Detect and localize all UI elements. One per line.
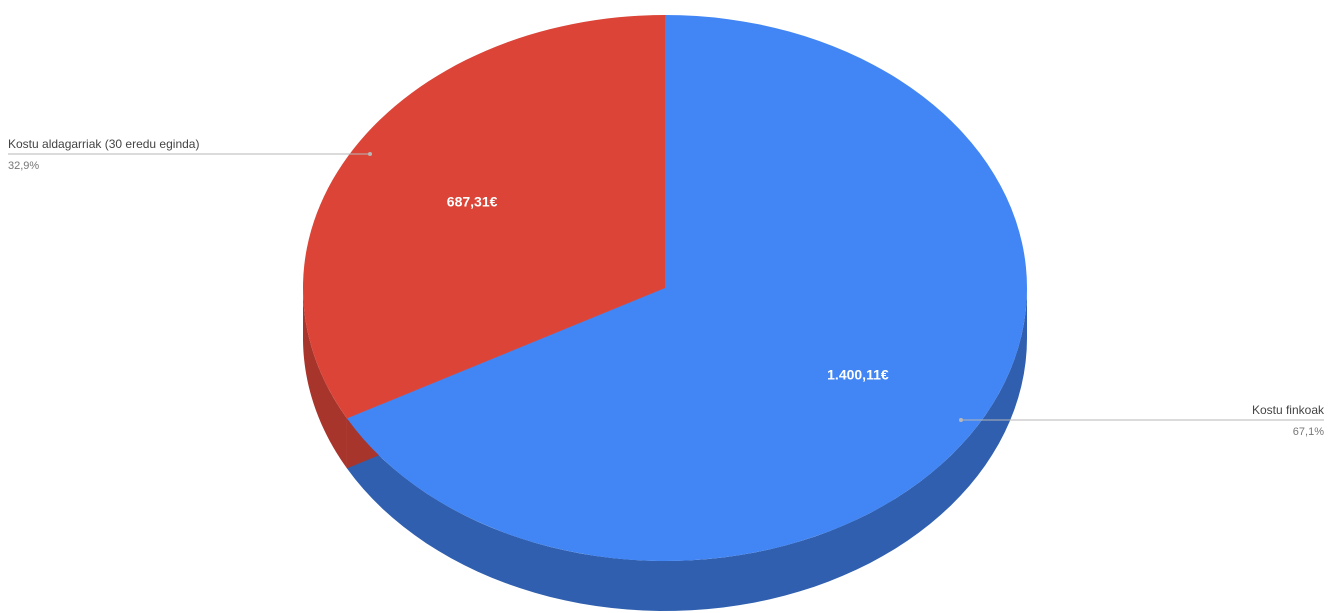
slice-value-label-0: 687,31€ (447, 194, 498, 210)
pie-slice-side-1 (346, 288, 1028, 611)
pie-slice-side-0 (303, 288, 347, 469)
pie-callouts: Kostu aldagarriak (30 eredu eginda) 32,9%… (8, 137, 1325, 438)
legend-percent-0: 32,9% (8, 160, 39, 172)
legend-percent-1: 67,1% (1293, 426, 1324, 438)
slice-value-label-1: 1.400,11€ (827, 367, 889, 383)
pie-slice-1[interactable] (346, 15, 1027, 561)
legend-name-0: Kostu aldagarriak (30 eredu eginda) (8, 137, 199, 151)
leader-dot-0 (368, 152, 372, 156)
legend-name-1: Kostu finkoak (1252, 403, 1325, 417)
pie-slice-0[interactable] (302, 15, 665, 419)
leader-dot-1 (959, 418, 963, 422)
pie-tops (302, 15, 1027, 561)
pie-labels: 1.400,11€ 687,31€ (447, 194, 889, 383)
